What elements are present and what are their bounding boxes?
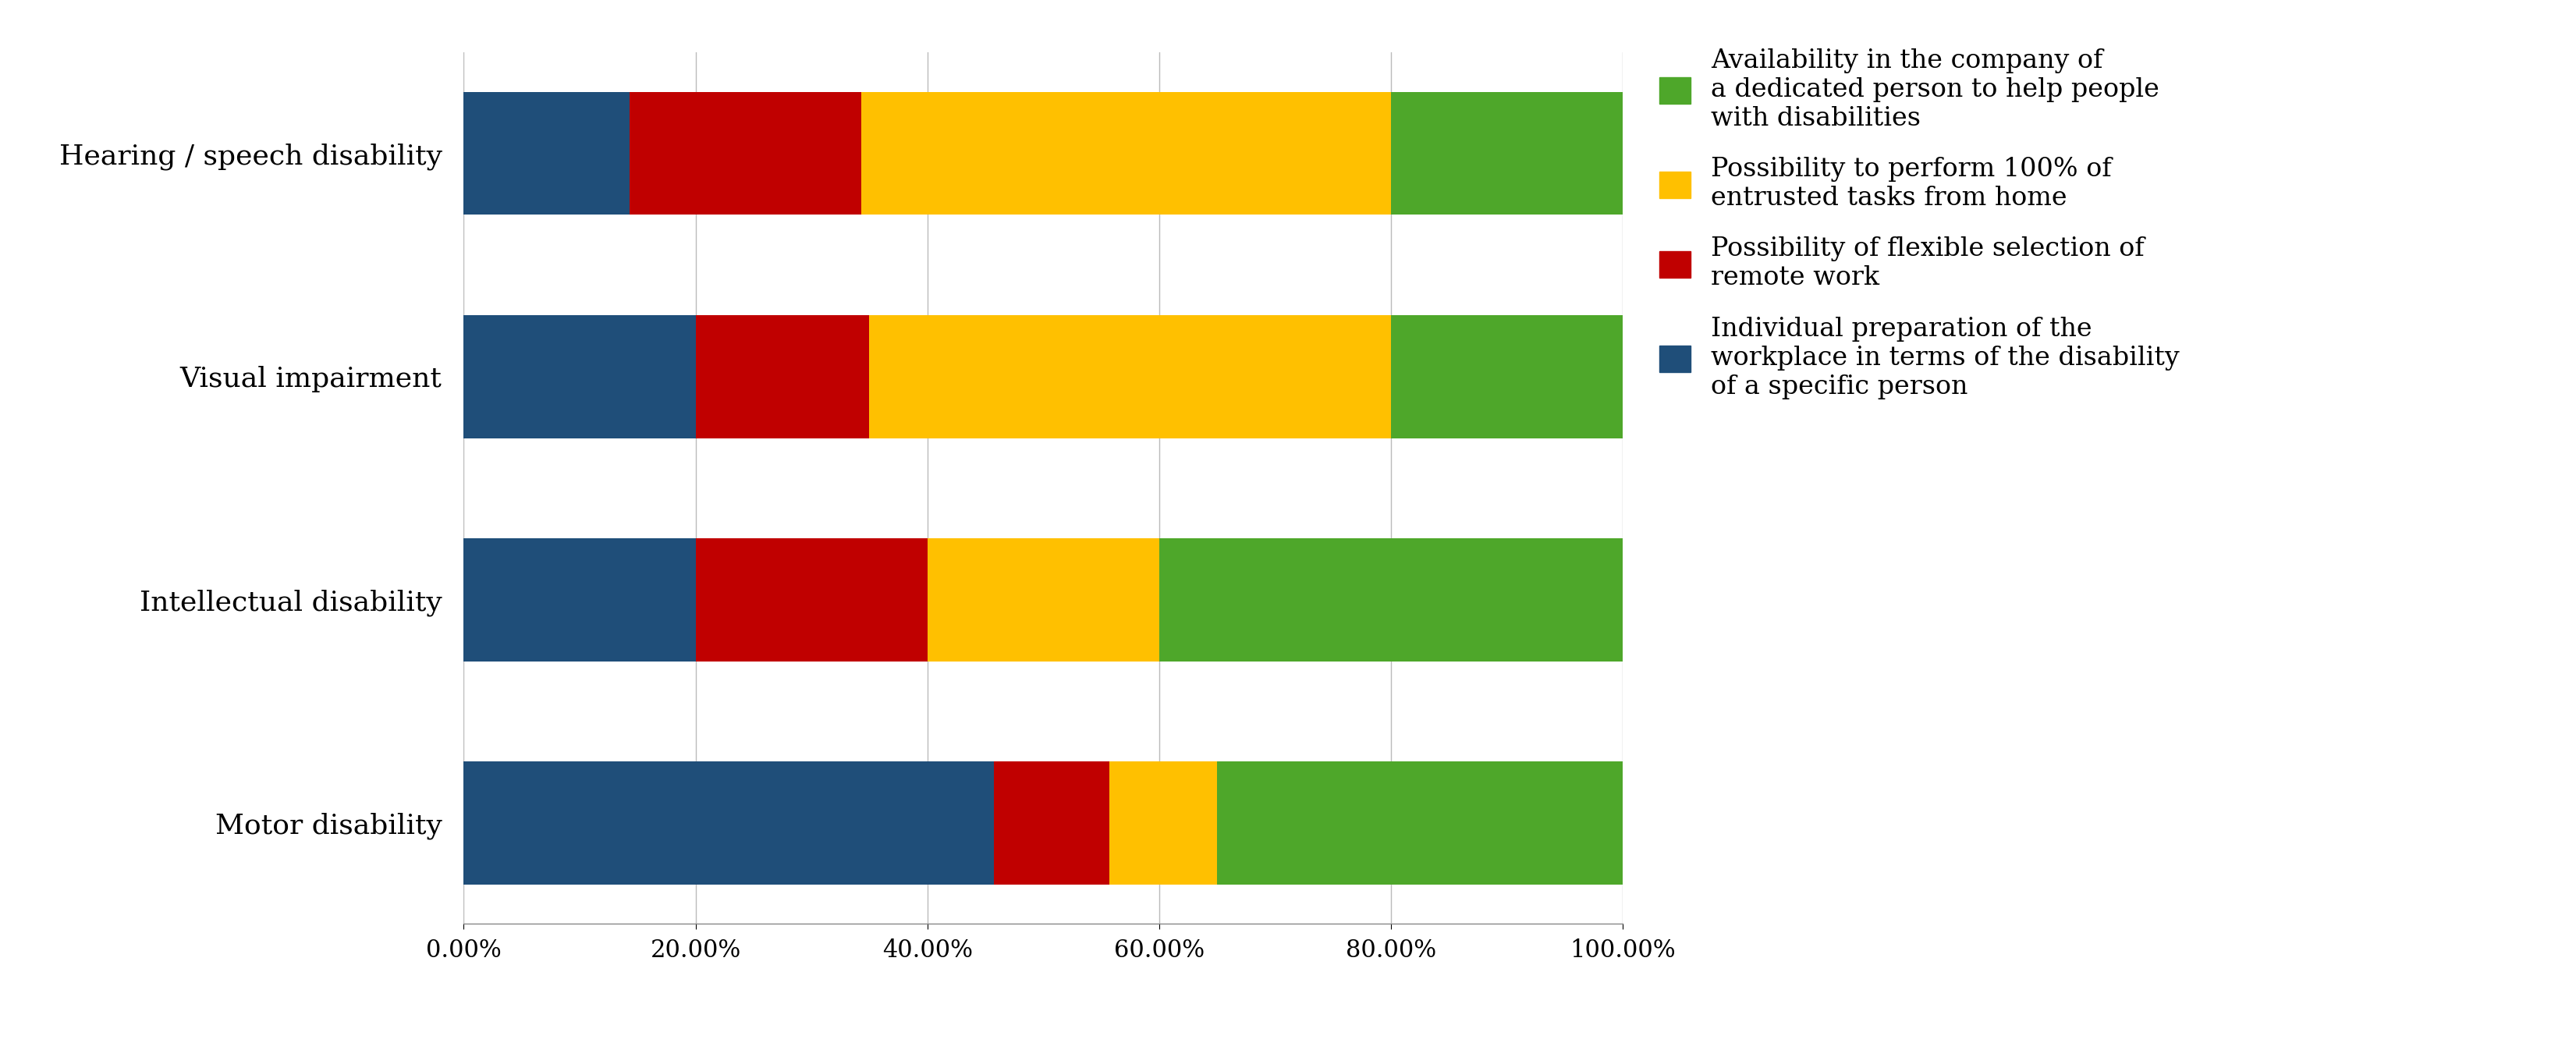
Bar xyxy=(1159,539,1623,662)
Bar xyxy=(1391,92,1623,215)
Bar xyxy=(1391,315,1623,438)
Bar xyxy=(927,539,1159,662)
Bar xyxy=(464,315,696,438)
Bar xyxy=(464,92,629,215)
Bar xyxy=(629,92,860,215)
Bar xyxy=(696,539,927,662)
Bar xyxy=(464,539,696,662)
Bar xyxy=(464,761,994,884)
Bar xyxy=(1110,761,1216,884)
Bar xyxy=(868,315,1391,438)
Bar xyxy=(1216,761,1623,884)
Bar xyxy=(994,761,1110,884)
Bar xyxy=(860,92,1391,215)
Legend: Availability in the company of
a dedicated person to help people
with disabiliti: Availability in the company of a dedicat… xyxy=(1659,48,2179,399)
Bar xyxy=(696,315,868,438)
